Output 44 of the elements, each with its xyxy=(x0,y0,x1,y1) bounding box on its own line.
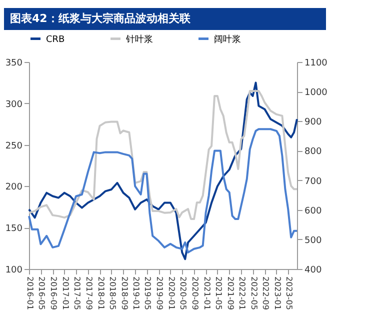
line-series xyxy=(28,90,298,220)
y2-tick-label: 800 xyxy=(304,147,322,158)
x-tick-label: 2017-09 xyxy=(84,276,94,310)
y-tick-label: 350 xyxy=(5,58,23,68)
x-tick-label: 2018-09 xyxy=(120,276,129,310)
y2-tick-label: 1100 xyxy=(304,58,328,68)
x-tick-label: 2016-01 xyxy=(26,276,34,310)
x-tick-label: 2020-05 xyxy=(178,276,188,310)
x-tick-label: 2023-01 xyxy=(272,276,282,310)
x-tick-label: 2017-01 xyxy=(60,276,70,310)
x-tick-label: 2019-05 xyxy=(143,276,152,310)
y2-tick-label: 700 xyxy=(304,176,322,187)
legend-label: 针叶浆 xyxy=(125,34,153,45)
chart-title: 图表42：纸浆与大宗商品波动相关联 xyxy=(4,8,326,30)
y-tick-label: 100 xyxy=(5,266,23,276)
y-tick-label: 200 xyxy=(5,182,23,193)
y2-tick-label: 900 xyxy=(304,118,322,128)
x-tick-label: 2021-09 xyxy=(226,276,235,310)
x-tick-label: 2018-05 xyxy=(108,276,117,310)
line-series xyxy=(28,82,298,260)
x-tick-label: 2021-05 xyxy=(214,276,223,310)
x-tick-label: 2019-01 xyxy=(132,276,141,310)
x-tick-label: 2021-01 xyxy=(202,276,212,310)
legend-label: CRB xyxy=(46,34,65,45)
x-tick-label: 2022-09 xyxy=(261,276,270,310)
y-tick-label: 300 xyxy=(5,100,23,110)
y2-tick-label: 1000 xyxy=(304,88,328,98)
x-tick-label: 2020-01 xyxy=(166,276,176,310)
x-tick-label: 2022-01 xyxy=(238,276,247,310)
x-tick-label: 2023-05 xyxy=(284,276,294,310)
y2-tick-label: 600 xyxy=(304,206,322,216)
y-tick-label: 250 xyxy=(5,141,23,152)
y2-tick-label: 500 xyxy=(304,236,322,246)
line-series xyxy=(28,128,298,254)
y2-tick-label: 400 xyxy=(304,266,322,276)
x-tick-label: 2020-09 xyxy=(190,276,200,310)
x-tick-label: 2017-05 xyxy=(72,276,82,310)
y-tick-label: 150 xyxy=(5,224,23,234)
x-tick-label: 2016-05 xyxy=(37,276,46,310)
x-tick-label: 2022-05 xyxy=(249,276,258,310)
x-tick-label: 2016-09 xyxy=(49,276,58,310)
legend-label: 阔叶浆 xyxy=(214,34,241,45)
x-tick-label: 2019-09 xyxy=(155,276,164,310)
x-tick-label: 2018-01 xyxy=(96,276,106,310)
